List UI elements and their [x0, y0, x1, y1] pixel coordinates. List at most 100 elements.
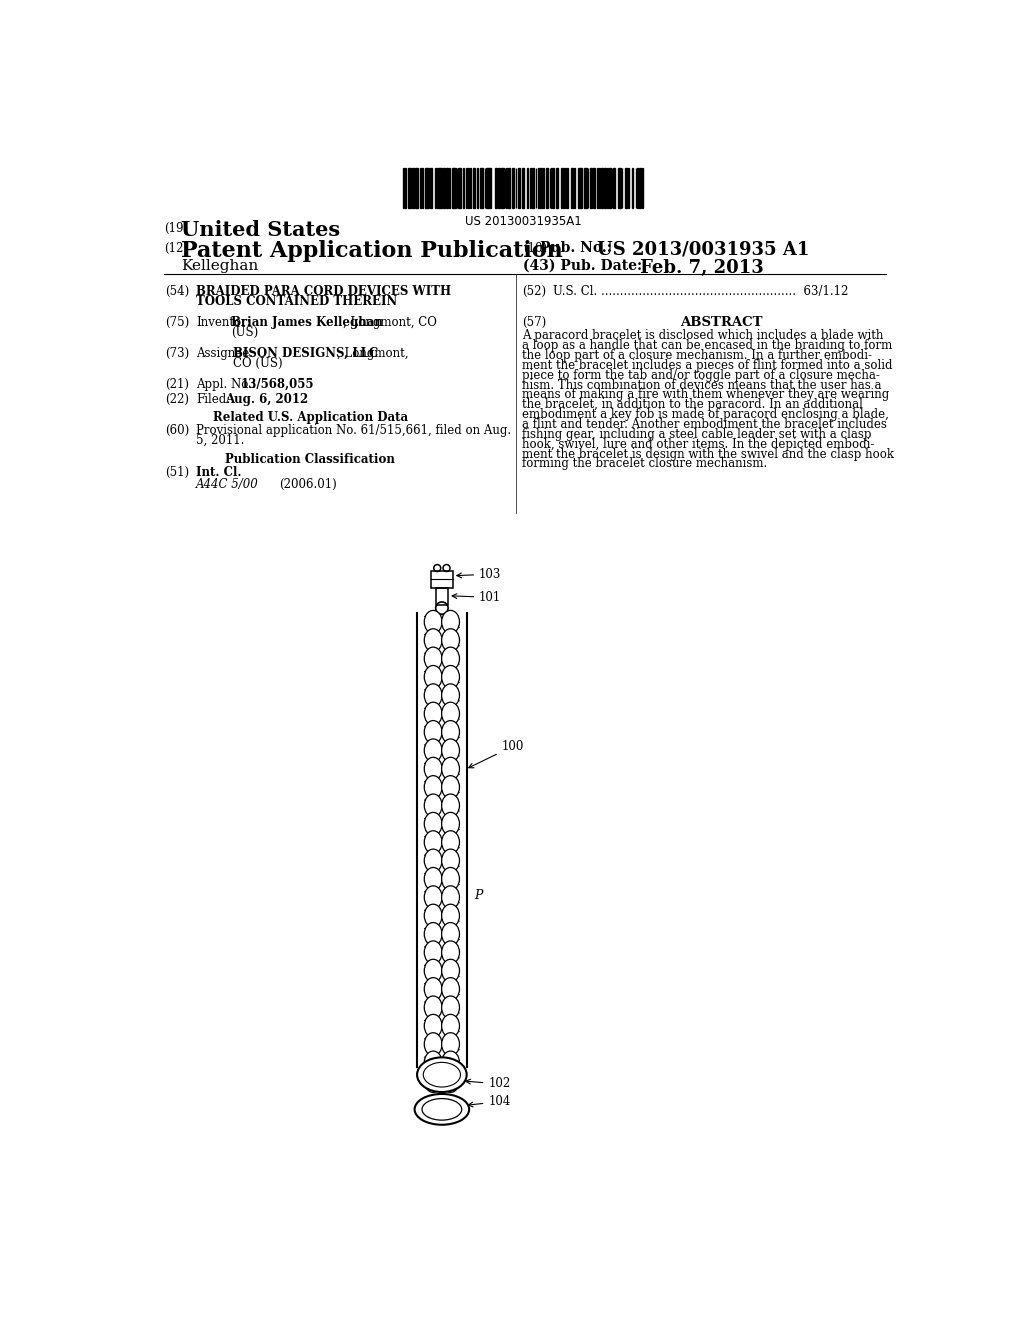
Text: ment the bracelet is design with the swivel and the clasp hook: ment the bracelet is design with the swi…	[521, 447, 894, 461]
Bar	[617, 168, 621, 207]
Ellipse shape	[441, 776, 460, 799]
Ellipse shape	[441, 739, 460, 762]
Text: (12): (12)	[164, 242, 187, 255]
Bar	[503, 168, 504, 207]
Text: hook, swivel, lure and other items. In the depicted embodi-: hook, swivel, lure and other items. In t…	[521, 438, 874, 450]
Text: the bracelet, in addition to the paracord. In an additional: the bracelet, in addition to the paracor…	[521, 399, 862, 412]
Text: (43) Pub. Date:: (43) Pub. Date:	[523, 259, 642, 272]
Text: A paracord bracelet is disclosed which includes a blade with: A paracord bracelet is disclosed which i…	[521, 330, 883, 342]
Text: 5, 2011.: 5, 2011.	[197, 434, 245, 447]
Text: (51): (51)	[165, 466, 189, 479]
Bar	[632, 168, 633, 207]
Text: , Longmont,: , Longmont,	[337, 347, 409, 360]
Ellipse shape	[441, 849, 460, 873]
Ellipse shape	[424, 702, 442, 725]
Bar	[563, 168, 564, 207]
Text: Kelleghan: Kelleghan	[180, 259, 258, 272]
Bar	[477, 168, 478, 207]
Bar	[431, 572, 453, 589]
Ellipse shape	[424, 941, 442, 964]
Ellipse shape	[441, 647, 460, 671]
Ellipse shape	[424, 812, 442, 836]
Ellipse shape	[441, 1014, 460, 1038]
Bar	[625, 168, 627, 207]
Bar	[480, 168, 483, 207]
Bar	[543, 168, 544, 207]
Text: fishing gear, including a steel cable leader set with a clasp: fishing gear, including a steel cable le…	[521, 428, 871, 441]
Bar	[540, 168, 542, 207]
Ellipse shape	[424, 795, 442, 817]
Bar	[639, 168, 641, 207]
Text: nism. This combination of devices means that the user has a: nism. This combination of devices means …	[521, 379, 882, 392]
Text: forming the bracelet closure mechanism.: forming the bracelet closure mechanism.	[521, 458, 767, 470]
Ellipse shape	[424, 960, 442, 982]
Text: Appl. No.:: Appl. No.:	[197, 378, 256, 391]
Bar	[512, 168, 514, 207]
Text: the loop part of a closure mechanism. In a further embodi-: the loop part of a closure mechanism. In…	[521, 348, 871, 362]
Ellipse shape	[424, 665, 442, 689]
Bar	[440, 168, 442, 207]
Bar	[628, 168, 630, 207]
Text: 101: 101	[452, 591, 502, 603]
Text: US 20130031935A1: US 20130031935A1	[465, 215, 582, 228]
Text: ABSTRACT: ABSTRACT	[680, 317, 762, 329]
Text: (US): (US)	[231, 326, 258, 339]
Text: means of making a fire with them whenever they are wearing: means of making a fire with them wheneve…	[521, 388, 889, 401]
Ellipse shape	[424, 1014, 442, 1038]
Ellipse shape	[422, 1098, 462, 1121]
Bar	[435, 589, 449, 605]
Ellipse shape	[441, 795, 460, 817]
Text: Brian James Kelleghan: Brian James Kelleghan	[231, 317, 383, 329]
Ellipse shape	[417, 1057, 467, 1092]
Ellipse shape	[441, 1069, 460, 1093]
Bar	[495, 168, 497, 207]
Ellipse shape	[441, 1051, 460, 1074]
Bar	[437, 168, 439, 207]
Text: TOOLS CONTAINED THEREIN: TOOLS CONTAINED THEREIN	[197, 296, 397, 309]
Ellipse shape	[424, 721, 442, 743]
Text: Int. Cl.: Int. Cl.	[197, 466, 242, 479]
Ellipse shape	[424, 923, 442, 945]
Ellipse shape	[441, 867, 460, 891]
Bar	[642, 168, 643, 207]
Ellipse shape	[424, 1069, 442, 1093]
Ellipse shape	[441, 1032, 460, 1056]
Text: (19): (19)	[164, 222, 187, 235]
Bar	[585, 168, 587, 207]
Ellipse shape	[424, 849, 442, 873]
Text: a loop as a handle that can be encased in the braiding to form: a loop as a handle that can be encased i…	[521, 339, 892, 352]
Ellipse shape	[441, 702, 460, 725]
Bar	[488, 168, 492, 207]
Text: Filed:: Filed:	[197, 393, 230, 407]
Ellipse shape	[424, 758, 442, 780]
Text: (21): (21)	[165, 378, 189, 391]
Bar	[597, 168, 598, 207]
Bar	[593, 168, 595, 207]
Ellipse shape	[424, 867, 442, 891]
Text: (52): (52)	[521, 285, 546, 298]
Text: Provisional application No. 61/515,661, filed on Aug.: Provisional application No. 61/515,661, …	[197, 424, 511, 437]
Text: 103: 103	[457, 568, 502, 581]
Bar	[601, 168, 603, 207]
Ellipse shape	[441, 610, 460, 634]
Bar	[556, 168, 558, 207]
Text: US 2013/0031935 A1: US 2013/0031935 A1	[597, 240, 809, 259]
Bar	[609, 168, 611, 207]
Ellipse shape	[424, 647, 442, 671]
Bar	[452, 168, 454, 207]
Text: P: P	[474, 888, 482, 902]
Ellipse shape	[441, 628, 460, 652]
Text: (57): (57)	[521, 317, 546, 329]
Ellipse shape	[415, 1094, 469, 1125]
Text: (10): (10)	[523, 242, 548, 255]
Ellipse shape	[441, 923, 460, 945]
Text: Aug. 6, 2012: Aug. 6, 2012	[225, 393, 308, 407]
Bar	[518, 168, 520, 207]
Bar	[426, 168, 429, 207]
Text: 104: 104	[468, 1096, 511, 1109]
Text: U.S. Cl. ....................................................  63/1.12: U.S. Cl. ...............................…	[553, 285, 848, 298]
Bar	[408, 168, 411, 207]
Ellipse shape	[424, 628, 442, 652]
Bar	[521, 168, 524, 207]
Ellipse shape	[441, 812, 460, 836]
